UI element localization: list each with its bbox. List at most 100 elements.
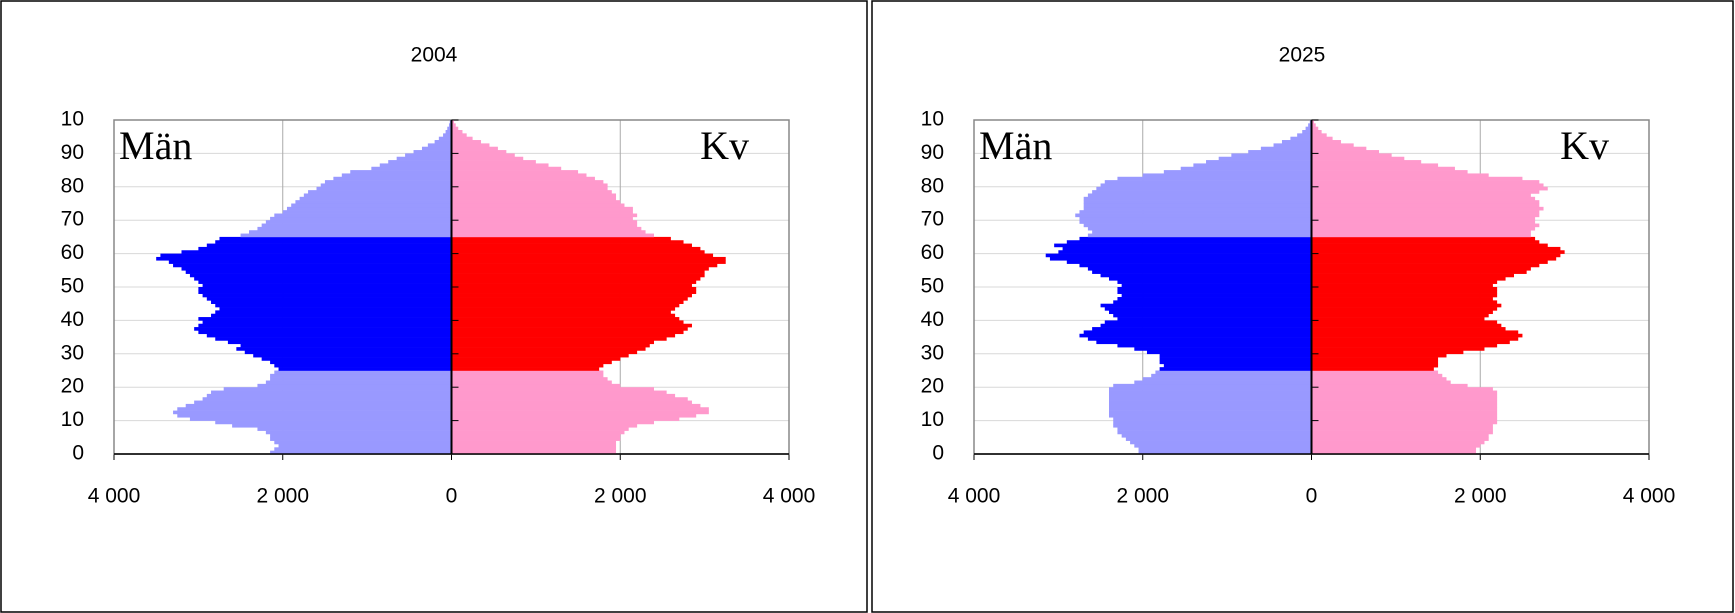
bar bbox=[451, 163, 549, 168]
bar bbox=[1163, 363, 1312, 368]
bar bbox=[1311, 377, 1447, 381]
bar bbox=[1311, 373, 1443, 378]
bar bbox=[1159, 357, 1312, 361]
bar bbox=[451, 126, 459, 131]
bar bbox=[1311, 437, 1489, 441]
bar bbox=[1311, 333, 1523, 338]
bar bbox=[181, 266, 452, 271]
bar bbox=[295, 200, 452, 204]
bar bbox=[1193, 163, 1312, 168]
bar bbox=[451, 287, 697, 291]
bar bbox=[1311, 400, 1498, 405]
bar bbox=[451, 403, 701, 408]
bar bbox=[181, 250, 452, 254]
bar bbox=[202, 293, 452, 298]
bar bbox=[451, 327, 688, 331]
bar bbox=[1100, 323, 1312, 328]
bar bbox=[1311, 300, 1498, 304]
bar bbox=[451, 146, 498, 151]
bar bbox=[1083, 200, 1312, 204]
bar bbox=[1311, 200, 1540, 204]
bar bbox=[1155, 370, 1312, 375]
bar bbox=[189, 273, 452, 278]
bar bbox=[451, 427, 629, 431]
bar bbox=[1109, 403, 1312, 408]
bar bbox=[1311, 173, 1489, 178]
bar bbox=[451, 290, 697, 294]
bar bbox=[215, 303, 452, 308]
bar bbox=[451, 133, 467, 137]
bar bbox=[1311, 387, 1493, 391]
y-tick-label: 70 bbox=[61, 208, 84, 231]
bar bbox=[1311, 140, 1342, 144]
x-tick-label: 0 bbox=[446, 485, 458, 508]
bar bbox=[194, 327, 452, 331]
bar bbox=[1087, 193, 1312, 198]
bar bbox=[1311, 136, 1333, 141]
bar bbox=[1248, 150, 1312, 154]
bar bbox=[396, 156, 452, 161]
bar bbox=[1079, 216, 1312, 221]
y-tick-label: 10 bbox=[61, 108, 84, 131]
bar bbox=[189, 417, 452, 421]
bar bbox=[1311, 293, 1498, 298]
bar bbox=[1311, 403, 1498, 408]
bar bbox=[227, 340, 452, 345]
bar bbox=[451, 186, 608, 191]
bar bbox=[1311, 143, 1354, 148]
bar bbox=[451, 360, 612, 365]
bar bbox=[1311, 216, 1536, 221]
bar bbox=[308, 190, 452, 194]
bar bbox=[244, 350, 452, 355]
bar bbox=[1308, 123, 1312, 127]
bar bbox=[451, 196, 617, 201]
bar bbox=[185, 403, 452, 408]
bar bbox=[198, 280, 452, 284]
bar bbox=[282, 210, 452, 214]
bar bbox=[261, 357, 452, 361]
bar bbox=[451, 437, 621, 441]
bar bbox=[413, 150, 452, 154]
bar bbox=[451, 273, 705, 278]
bar bbox=[451, 297, 688, 301]
bar bbox=[451, 180, 604, 184]
bar bbox=[438, 136, 452, 141]
bar bbox=[257, 226, 452, 231]
bar bbox=[265, 380, 452, 385]
x-tick-label: 4 000 bbox=[763, 485, 816, 508]
bar bbox=[451, 120, 455, 124]
bar bbox=[1260, 146, 1312, 151]
bar bbox=[194, 276, 452, 281]
annotation: Kv bbox=[700, 123, 749, 168]
bar bbox=[451, 313, 676, 318]
bar bbox=[451, 216, 633, 221]
bar bbox=[1109, 407, 1312, 411]
bar bbox=[1311, 350, 1464, 355]
bar bbox=[451, 367, 600, 371]
bar bbox=[451, 397, 688, 401]
bar bbox=[1104, 180, 1312, 184]
bar bbox=[1092, 190, 1312, 194]
bar bbox=[1113, 417, 1312, 421]
bar bbox=[1121, 283, 1312, 288]
bar bbox=[1113, 423, 1312, 428]
x-tick-label: 2 000 bbox=[256, 485, 309, 508]
bar bbox=[1109, 397, 1312, 401]
bar bbox=[1142, 173, 1312, 178]
bar bbox=[1058, 250, 1312, 254]
bar bbox=[451, 200, 621, 204]
bar bbox=[240, 343, 452, 348]
bar bbox=[1311, 223, 1540, 228]
bar bbox=[451, 410, 709, 415]
bar bbox=[265, 430, 452, 435]
bar bbox=[1311, 236, 1536, 241]
bar bbox=[198, 246, 452, 251]
bar bbox=[451, 130, 463, 134]
bar bbox=[1311, 273, 1514, 278]
bar bbox=[451, 193, 617, 198]
bar bbox=[1311, 183, 1544, 188]
bar bbox=[1311, 130, 1322, 134]
bar bbox=[451, 190, 612, 194]
bar bbox=[1311, 413, 1498, 418]
bar bbox=[236, 347, 452, 351]
